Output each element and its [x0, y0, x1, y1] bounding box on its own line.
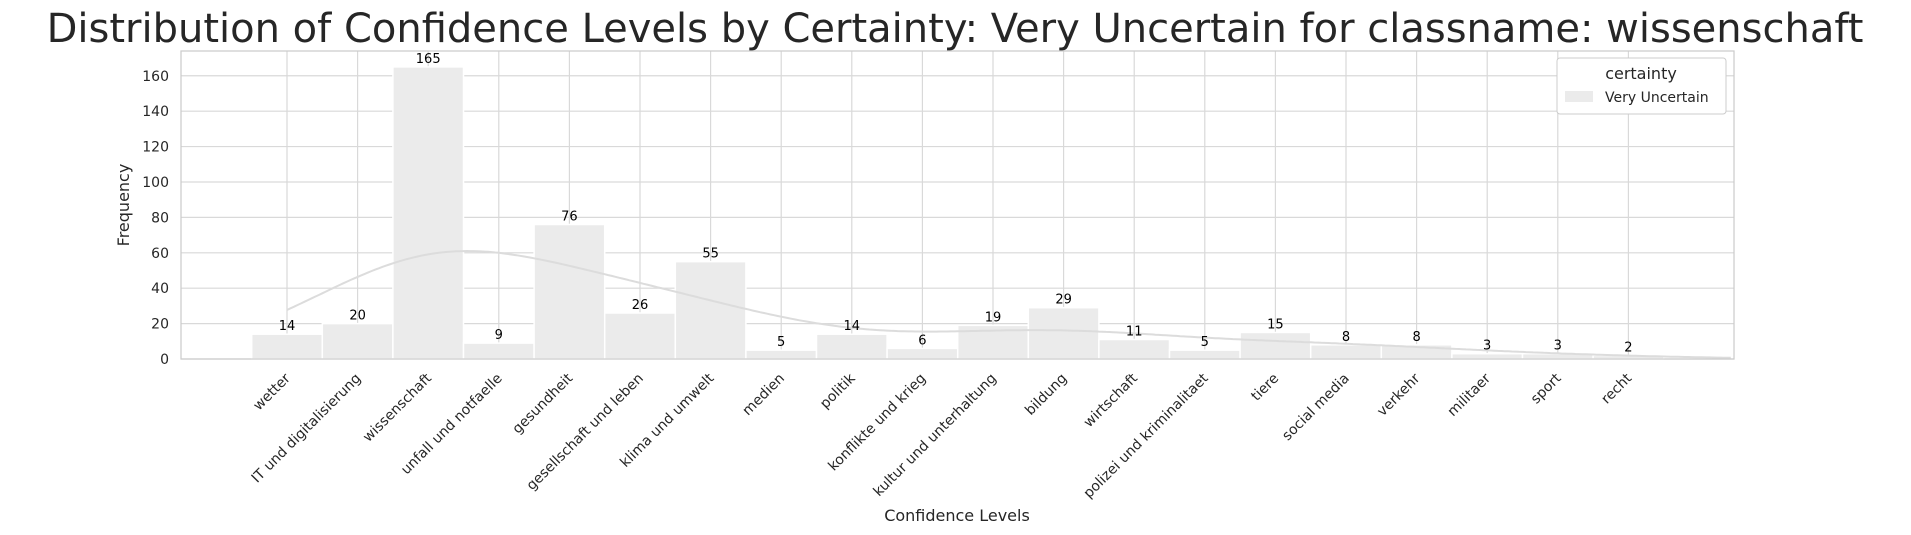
bar-value-label: 5 [1201, 335, 1209, 350]
bar [392, 66, 465, 360]
bar-value-label: 9 [495, 328, 503, 343]
x-tick-label: politik [817, 370, 859, 412]
bar-value-label: 26 [632, 298, 649, 313]
bar [321, 322, 394, 360]
bar-value-label: 2 [1624, 340, 1632, 355]
y-tick-label: 120 [142, 140, 169, 156]
bar-value-label: 29 [1055, 293, 1072, 308]
x-tick-label: verkehr [1374, 370, 1423, 419]
bars [250, 66, 1665, 360]
x-tick-label: gesellschaft und leben [524, 371, 647, 494]
y-tick-label: 140 [142, 104, 169, 120]
x-tick-label: bildung [1022, 371, 1070, 419]
legend-box [1556, 57, 1727, 115]
x-tick-label: wetter [250, 370, 294, 414]
bar-value-label: 8 [1342, 330, 1350, 345]
plot-frame [180, 50, 1735, 360]
bar-value-label: 3 [1554, 339, 1562, 354]
y-tick-label: 160 [142, 69, 169, 85]
bar-value-label: 15 [1267, 317, 1284, 332]
bar [603, 312, 677, 360]
y-tick-label: 60 [151, 246, 169, 262]
y-tick-label: 40 [151, 281, 169, 297]
bar-value-label: 165 [416, 52, 441, 67]
chart-title: Distribution of Confidence Levels by Cer… [47, 6, 1864, 52]
bar-value-label: 8 [1412, 330, 1420, 345]
bar [1098, 338, 1171, 360]
bar-value-label: 5 [777, 335, 785, 350]
bar-value-label: 55 [702, 247, 719, 262]
legend-label: Very Uncertain [1605, 90, 1709, 106]
x-tick-label: medien [740, 371, 788, 419]
bar [1027, 306, 1100, 360]
kde-curve [286, 249, 1731, 359]
bar-value-label: 14 [279, 319, 296, 334]
x-tick-label: gesundheit [510, 370, 577, 437]
bar [886, 347, 959, 360]
bar [815, 333, 888, 360]
legend-title: certainty [1605, 64, 1677, 83]
y-tick-label: 80 [151, 210, 169, 226]
x-tick-label: polizei und kriminalitaet [1081, 370, 1212, 501]
y-axis-label: Frequency [114, 164, 133, 247]
bar [1451, 352, 1524, 360]
bar [462, 342, 535, 360]
x-axis-label: Confidence Levels [884, 506, 1030, 525]
bar-value-label: 14 [844, 319, 861, 334]
bar [745, 349, 818, 360]
bar-value-label: 76 [561, 209, 578, 224]
legend-swatch [1565, 91, 1593, 102]
x-tick-label: sport [1528, 370, 1565, 407]
bar [1309, 344, 1383, 360]
y-tick-label: 20 [151, 317, 169, 333]
x-tick-label: recht [1598, 370, 1635, 407]
x-tick-label: kultur und unterhaltung [870, 371, 999, 500]
y-tick-label: 100 [142, 175, 169, 191]
x-tick-label: social media [1279, 371, 1353, 445]
bar-value-label: 11 [1126, 325, 1143, 340]
x-tick-label: wirtschaft [1081, 370, 1142, 431]
legend: certainty Very Uncertain [1556, 57, 1727, 115]
x-tick-label: wissenschaft [360, 370, 435, 445]
bar [1239, 331, 1312, 360]
bar [674, 260, 747, 360]
bar-value-label: 20 [349, 309, 366, 324]
x-tick-label: tiere [1248, 371, 1282, 405]
bar-value-label: 6 [918, 333, 926, 348]
bar [250, 333, 324, 360]
y-tick-label: 0 [160, 352, 169, 368]
bar [533, 223, 606, 360]
x-tick-label: militaer [1445, 370, 1494, 419]
bar-value-label: 19 [985, 310, 1002, 325]
bar [1168, 349, 1241, 360]
y-tick-labels: 0 20 40 60 80 100 120 140 160 [142, 69, 169, 368]
bar-value-label: 3 [1483, 339, 1491, 354]
